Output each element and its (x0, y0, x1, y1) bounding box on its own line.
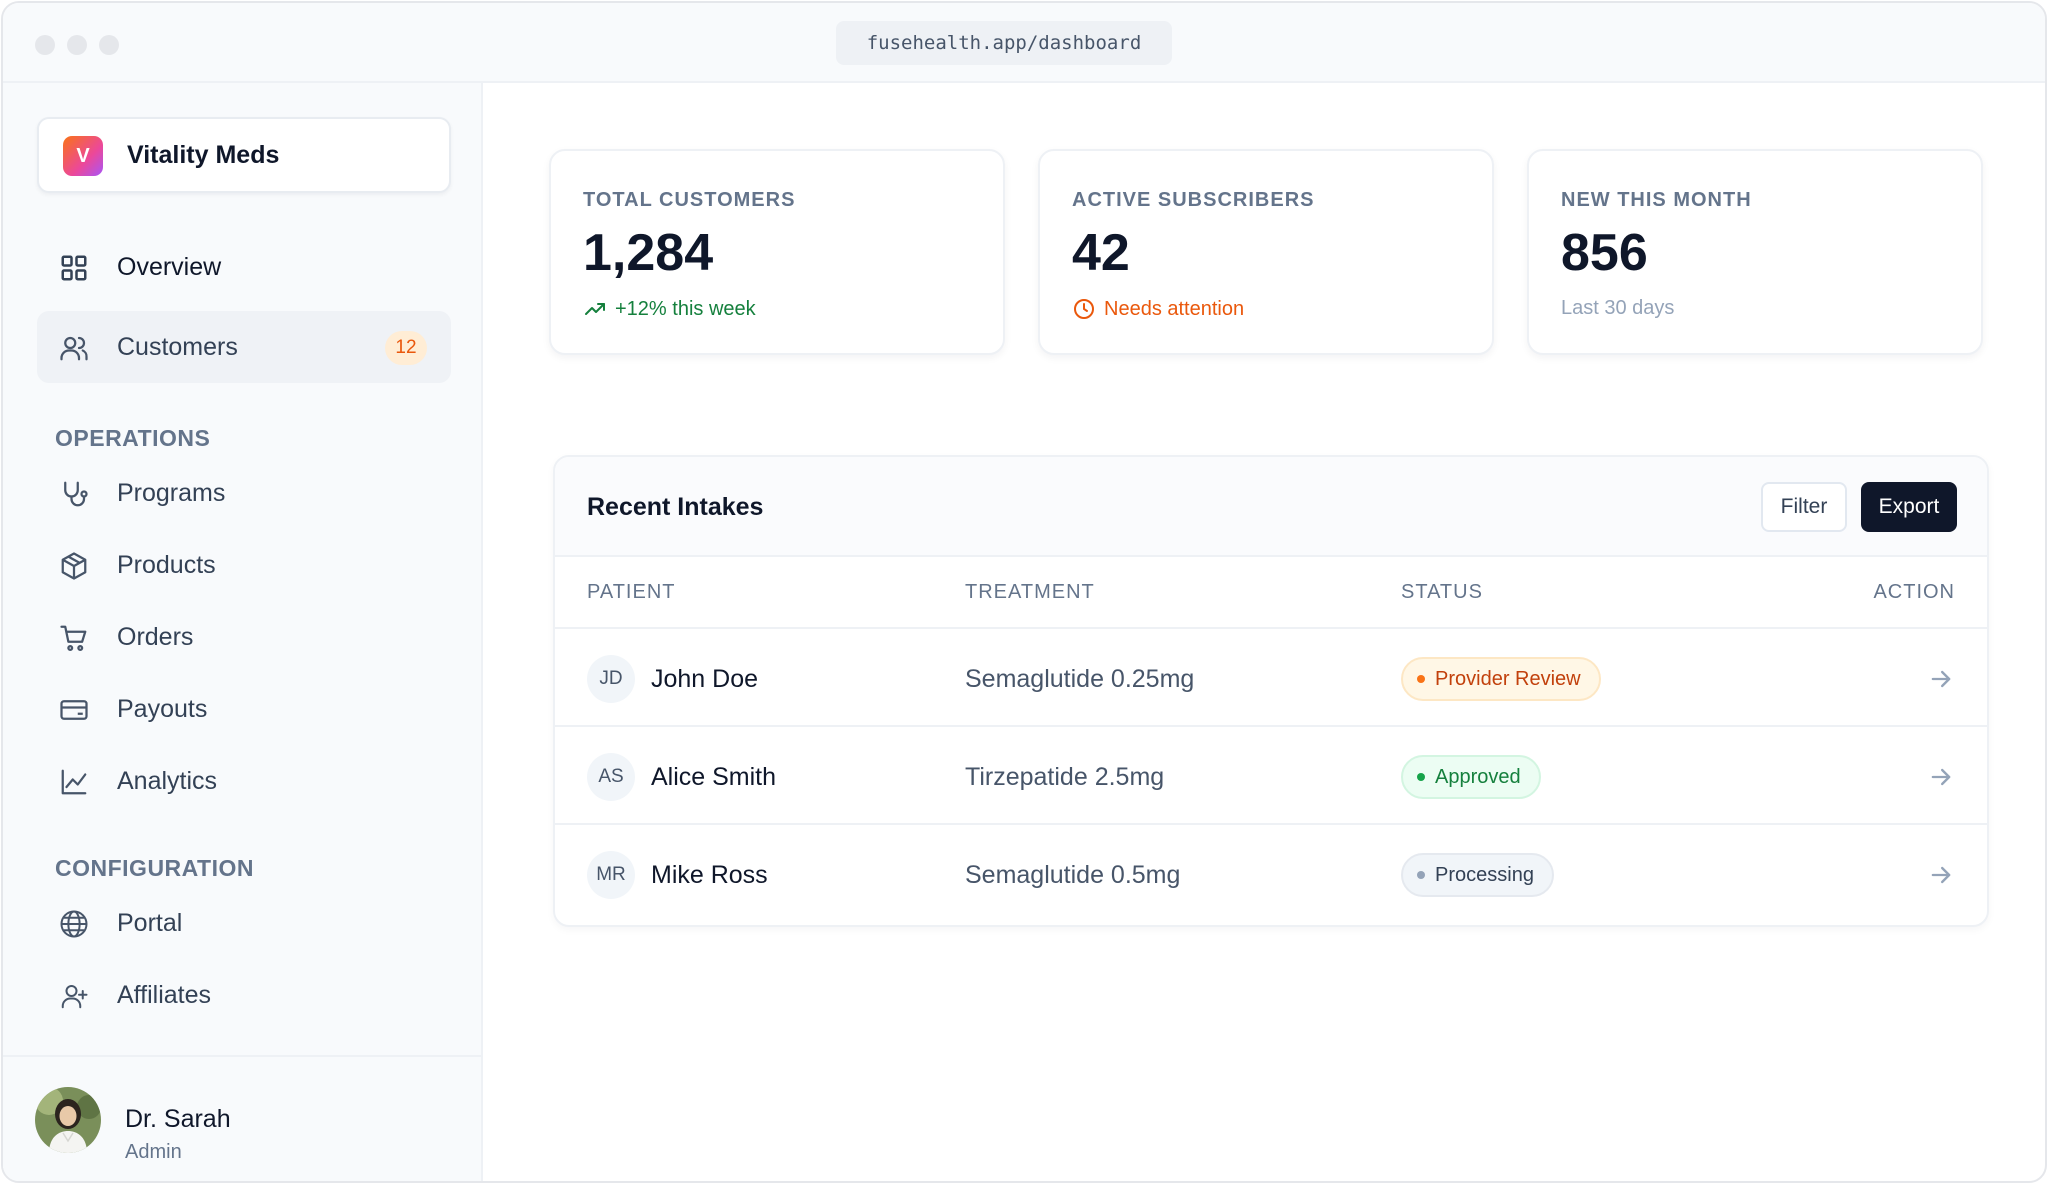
chart-line-icon (59, 767, 89, 797)
column-header-patient[interactable]: PATIENT (587, 581, 676, 603)
column-header-action: ACTION (1873, 581, 1955, 603)
table-row[interactable]: AS Alice Smith Tirzepatide 2.5mg Approve… (555, 727, 1987, 825)
sidebar-item-label: Overview (117, 253, 222, 281)
stat-card-active-subscribers: ACTIVE SUBSCRIBERS 42 Needs attention (1038, 149, 1494, 355)
stat-value: 1,284 (583, 224, 714, 282)
sidebar-item-label: Analytics (117, 767, 218, 795)
stat-label: NEW THIS MONTH (1561, 189, 1752, 211)
patient-name: Mike Ross (651, 861, 768, 889)
sidebar-item-analytics[interactable]: Analytics (37, 745, 451, 817)
sidebar-item-label: Affiliates (117, 981, 212, 1009)
users-icon (59, 333, 89, 363)
brand-switcher[interactable]: V Vitality Meds (37, 117, 451, 193)
address-bar[interactable]: fusehealth.app/dashboard (836, 21, 1172, 65)
stat-subtext: Last 30 days (1561, 297, 1674, 320)
sidebar-item-label: Programs (117, 479, 226, 507)
sidebar-item-programs[interactable]: Programs (37, 457, 451, 529)
globe-icon (59, 909, 89, 939)
stat-card-total-customers: TOTAL CUSTOMERS 1,284 +12% this week (549, 149, 1005, 355)
export-button[interactable]: Export (1861, 482, 1957, 532)
stat-subtext: Needs attention (1072, 297, 1244, 321)
stat-label: TOTAL CUSTOMERS (583, 189, 796, 211)
stat-card-new-this-month: NEW THIS MONTH 856 Last 30 days (1527, 149, 1983, 355)
window-maximize-dot[interactable] (99, 35, 119, 55)
arrow-right-icon[interactable] (1927, 763, 1955, 791)
stat-value: 42 (1072, 224, 1130, 282)
grid-icon (59, 253, 89, 283)
operations-section-heading: OPERATIONS (55, 425, 211, 451)
trending-up-icon (583, 297, 607, 321)
patient-name: Alice Smith (651, 763, 777, 791)
patient-initials-avatar: AS (587, 753, 635, 801)
sidebar-item-affiliates[interactable]: Affiliates (37, 959, 451, 1031)
status-label: Provider Review (1435, 667, 1581, 690)
user-profile[interactable]: Dr. Sarah Admin (3, 1055, 481, 1181)
stat-value: 856 (1561, 224, 1648, 282)
sidebar-item-label: Customers (117, 333, 238, 361)
clock-icon (1072, 297, 1096, 321)
patient-initials-avatar: MR (587, 851, 635, 899)
treatment-name: Semaglutide 0.5mg (965, 861, 1181, 889)
stethoscope-icon (59, 479, 89, 509)
table-column-headers: PATIENT TREATMENT STATUS ACTION (555, 557, 1987, 629)
column-header-treatment[interactable]: TREATMENT (965, 581, 1095, 603)
sidebar-item-products[interactable]: Products (37, 529, 451, 601)
window-minimize-dot[interactable] (67, 35, 87, 55)
window-close-dot[interactable] (35, 35, 55, 55)
status-badge: Processing (1401, 853, 1554, 897)
stat-subtext: +12% this week (583, 297, 756, 321)
status-label: Processing (1435, 863, 1534, 886)
sidebar-item-label: Portal (117, 909, 183, 937)
user-name: Dr. Sarah (125, 1105, 231, 1133)
brand-logo: V (63, 136, 103, 176)
stat-period-text: Last 30 days (1561, 297, 1675, 319)
status-label: Approved (1435, 765, 1521, 788)
user-plus-icon (59, 981, 89, 1011)
sidebar-item-label: Orders (117, 623, 194, 651)
user-avatar (35, 1087, 101, 1153)
sidebar-item-overview[interactable]: Overview (37, 231, 451, 303)
status-dot (1417, 773, 1425, 781)
table-row[interactable]: JD John Doe Semaglutide 0.25mg Provider … (555, 629, 1987, 727)
sidebar: V Vitality Meds Overview Customers 12 (3, 83, 483, 1181)
brand-name: Vitality Meds (127, 141, 280, 169)
status-badge: Approved (1401, 755, 1541, 799)
cart-icon (59, 623, 89, 653)
patient-name: John Doe (651, 665, 759, 693)
status-dot (1417, 871, 1425, 879)
box-icon (59, 551, 89, 581)
stat-trend-text: +12% this week (615, 297, 756, 320)
stat-warning-text: Needs attention (1104, 297, 1245, 320)
status-dot (1417, 675, 1425, 683)
status-badge: Provider Review (1401, 657, 1601, 701)
sidebar-item-customers[interactable]: Customers 12 (37, 311, 451, 383)
recent-intakes-table: Recent Intakes Filter Export PATIENT TRE… (553, 455, 1989, 927)
patient-initials-avatar: JD (587, 655, 635, 703)
table-title: Recent Intakes (587, 493, 764, 521)
browser-titlebar: fusehealth.app/dashboard (3, 3, 2045, 83)
treatment-name: Tirzepatide 2.5mg (965, 763, 1165, 791)
column-header-status[interactable]: STATUS (1401, 581, 1483, 603)
filter-button[interactable]: Filter (1761, 482, 1847, 532)
arrow-right-icon[interactable] (1927, 665, 1955, 693)
stat-label: ACTIVE SUBSCRIBERS (1072, 189, 1315, 211)
configuration-section-heading: CONFIGURATION (55, 855, 255, 881)
customers-count-badge: 12 (385, 331, 427, 365)
sidebar-item-label: Payouts (117, 695, 208, 723)
table-row[interactable]: MR Mike Ross Semaglutide 0.5mg Processin… (555, 825, 1987, 923)
credit-card-icon (59, 695, 89, 725)
sidebar-item-payouts[interactable]: Payouts (37, 673, 451, 745)
sidebar-item-orders[interactable]: Orders (37, 601, 451, 673)
treatment-name: Semaglutide 0.25mg (965, 665, 1195, 693)
sidebar-item-portal[interactable]: Portal (37, 887, 451, 959)
user-role: Admin (125, 1141, 182, 1163)
sidebar-item-label: Products (117, 551, 216, 579)
arrow-right-icon[interactable] (1927, 861, 1955, 889)
table-header-bar: Recent Intakes Filter Export (555, 457, 1987, 557)
